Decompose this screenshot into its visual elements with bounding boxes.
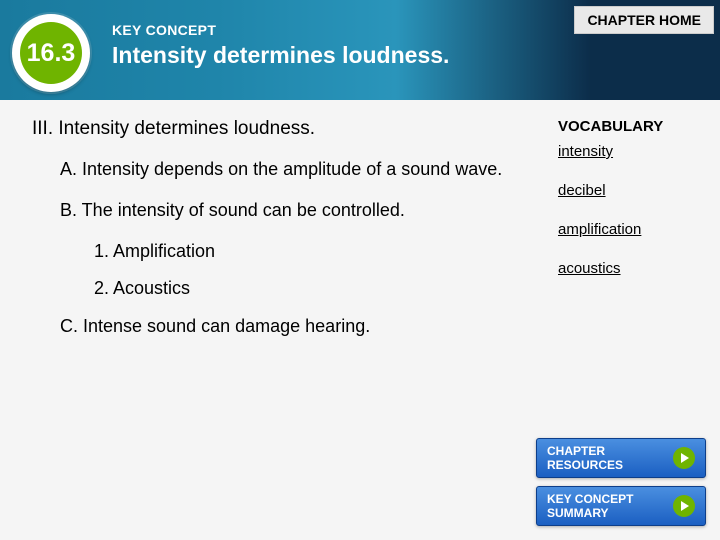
footer-buttons: CHAPTER RESOURCES KEY CONCEPT SUMMARY xyxy=(536,438,706,526)
key-concept-summary-label: KEY CONCEPT SUMMARY xyxy=(547,492,673,521)
vocabulary-header: VOCABULARY xyxy=(558,118,688,135)
header-text-block: KEY CONCEPT Intensity determines loudnes… xyxy=(112,22,449,69)
vocab-term-acoustics[interactable]: acoustics xyxy=(558,260,688,277)
section-number: 16.3 xyxy=(27,39,76,68)
play-icon xyxy=(673,495,695,517)
chapter-resources-label: CHAPTER RESOURCES xyxy=(547,444,673,473)
vocab-term-decibel[interactable]: decibel xyxy=(558,182,688,199)
concept-title: Intensity determines loudness. xyxy=(112,42,449,69)
key-concept-label: KEY CONCEPT xyxy=(112,22,449,38)
section-badge-inner: 16.3 xyxy=(20,22,82,84)
outline-item-c: C. Intense sound can damage hearing. xyxy=(60,315,542,338)
outline-item-a: A. Intensity depends on the amplitude of… xyxy=(60,158,542,181)
header-bar: 16.3 KEY CONCEPT Intensity determines lo… xyxy=(0,0,720,100)
outline-item-b: B. The intensity of sound can be control… xyxy=(60,199,542,222)
chapter-home-button[interactable]: CHAPTER HOME xyxy=(574,6,714,34)
key-concept-summary-button[interactable]: KEY CONCEPT SUMMARY xyxy=(536,486,706,526)
vocabulary-panel: VOCABULARY intensity decibel amplificati… xyxy=(558,118,688,299)
chapter-resources-button[interactable]: CHAPTER RESOURCES xyxy=(536,438,706,478)
triangle-icon xyxy=(681,453,689,463)
outline-item-b1: 1. Amplification xyxy=(94,241,542,262)
triangle-icon xyxy=(681,501,689,511)
vocab-term-intensity[interactable]: intensity xyxy=(558,143,688,160)
play-icon xyxy=(673,447,695,469)
section-badge: 16.3 xyxy=(12,14,90,92)
vocab-term-amplification[interactable]: amplification xyxy=(558,221,688,238)
outline-heading: III. Intensity determines loudness. xyxy=(32,118,542,140)
outline-item-b2: 2. Acoustics xyxy=(94,278,542,299)
outline-content: III. Intensity determines loudness. A. I… xyxy=(32,118,542,356)
